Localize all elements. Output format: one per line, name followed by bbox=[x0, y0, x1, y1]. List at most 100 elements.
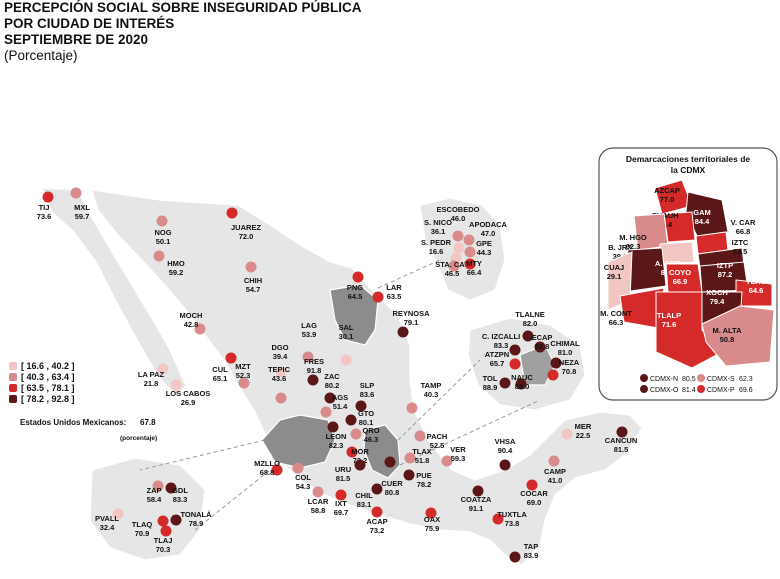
city-dot bbox=[499, 459, 511, 471]
borough-value: 79.4 bbox=[710, 297, 725, 306]
city-dot bbox=[302, 351, 314, 363]
city-name: COL bbox=[295, 473, 311, 482]
city-dot bbox=[561, 428, 573, 440]
city-name: S. NICO bbox=[424, 218, 452, 227]
inset-title: la CDMX bbox=[671, 165, 706, 175]
city-name: TOL bbox=[483, 374, 498, 383]
city-value: 70.9 bbox=[135, 529, 150, 538]
city-name: TAMP bbox=[421, 381, 442, 390]
city-value: 82.0 bbox=[523, 319, 538, 328]
city-value: 70.3 bbox=[156, 545, 171, 554]
city-name: CHIH bbox=[244, 276, 262, 285]
borough-value: 62.3 bbox=[626, 242, 641, 251]
city-dot bbox=[492, 513, 504, 525]
guadalajara-inset bbox=[89, 457, 206, 561]
city-name: APODACA bbox=[469, 220, 508, 229]
legend-label: [ 63.5 , 78.1 ] bbox=[21, 383, 75, 393]
national-value: 67.8 bbox=[140, 418, 156, 427]
city-name: C. IZCALLI bbox=[482, 332, 520, 341]
city-name: TEPIC bbox=[268, 365, 291, 374]
city-value: 16.6 bbox=[429, 247, 444, 256]
city-dot bbox=[414, 430, 426, 442]
city-name: LAR bbox=[386, 283, 402, 292]
city-dot bbox=[352, 271, 364, 283]
city-name: MXL bbox=[74, 203, 90, 212]
city-dot bbox=[509, 358, 521, 370]
city-dot bbox=[160, 525, 172, 537]
city-value: 59.3 bbox=[451, 454, 466, 463]
city-name: SLP bbox=[360, 381, 375, 390]
city-dot bbox=[226, 207, 238, 219]
city-name: TONALÁ bbox=[180, 510, 212, 519]
city-dot bbox=[153, 250, 165, 262]
city-name: VER bbox=[450, 445, 466, 454]
city-dot bbox=[271, 464, 283, 476]
city-name: REYNOSA bbox=[392, 309, 430, 318]
city-name: STA. CAT bbox=[435, 260, 469, 269]
inset-title: Demarcaciones territoriales de bbox=[626, 154, 751, 164]
city-value: 44.3 bbox=[477, 248, 492, 257]
city-name: MZLLO bbox=[254, 459, 280, 468]
city-value: 69.0 bbox=[527, 498, 542, 507]
city-dot bbox=[354, 459, 366, 471]
city-value: 59.2 bbox=[169, 268, 184, 277]
borough-name: M. ALTA bbox=[712, 326, 742, 335]
zone-value: 81.4 bbox=[682, 387, 696, 394]
borough-name: GAM bbox=[693, 208, 711, 217]
zone-value: 69.6 bbox=[739, 387, 753, 394]
city-value: 22.5 bbox=[576, 431, 591, 440]
city-dot bbox=[346, 446, 358, 458]
borough-value: 29.1 bbox=[607, 272, 622, 281]
city-name: TLAX bbox=[412, 447, 432, 456]
city-name: TUXTLA bbox=[497, 510, 527, 519]
city-name: GPE bbox=[476, 239, 492, 248]
city-dot bbox=[194, 323, 206, 335]
city-dot bbox=[515, 378, 527, 390]
city-name: ACAP bbox=[366, 517, 387, 526]
city-value: 63.5 bbox=[387, 292, 402, 301]
city-value: 47.0 bbox=[481, 229, 496, 238]
city-value: 72.0 bbox=[239, 232, 254, 241]
city-value: 78.9 bbox=[189, 519, 204, 528]
legend-label: [ 40.3 , 63.4 ] bbox=[21, 372, 75, 382]
city-dot bbox=[616, 426, 628, 438]
borough-value: 64.6 bbox=[749, 286, 764, 295]
city-name: ATZPN bbox=[485, 350, 509, 359]
city-dot bbox=[534, 341, 546, 353]
borough-name: CUAUH bbox=[651, 211, 678, 220]
zone-name: CDMX-P bbox=[707, 387, 735, 394]
city-dot bbox=[225, 352, 237, 364]
borough-value: 83.5 bbox=[733, 247, 748, 256]
city-name: TLAJ bbox=[154, 536, 173, 545]
city-name: ZAP bbox=[147, 486, 162, 495]
zone-value: 80.5 bbox=[682, 376, 696, 383]
city-value: 78.2 bbox=[417, 480, 432, 489]
city-name: MTY bbox=[466, 259, 482, 268]
borough-value: 50.8 bbox=[720, 335, 735, 344]
city-dot bbox=[170, 514, 182, 526]
city-value: 52.3 bbox=[236, 371, 251, 380]
city-value: 75.9 bbox=[425, 524, 440, 533]
city-name: LAG bbox=[301, 321, 317, 330]
city-value: 80.1 bbox=[359, 418, 374, 427]
city-name: MOR bbox=[351, 447, 369, 456]
city-name: TAP bbox=[524, 542, 538, 551]
city-value: 26.9 bbox=[181, 398, 196, 407]
city-value: 73.6 bbox=[37, 212, 52, 221]
city-name: OAX bbox=[424, 515, 440, 524]
city-dot bbox=[340, 354, 352, 366]
zone-name: CDMX-O bbox=[650, 387, 679, 394]
metro-zone bbox=[261, 414, 336, 469]
city-value: 36.1 bbox=[431, 227, 446, 236]
borough-value: 84.4 bbox=[695, 217, 710, 226]
city-value: 58.4 bbox=[147, 495, 162, 504]
city-name: MER bbox=[575, 422, 592, 431]
city-value: 81.5 bbox=[614, 445, 629, 454]
city-dot bbox=[350, 428, 362, 440]
city-name: MZT bbox=[235, 362, 251, 371]
city-name: FRES bbox=[304, 357, 324, 366]
city-dot bbox=[384, 456, 396, 468]
borough-name: IZTP bbox=[717, 261, 733, 270]
borough-value: 66.8 bbox=[736, 227, 751, 236]
